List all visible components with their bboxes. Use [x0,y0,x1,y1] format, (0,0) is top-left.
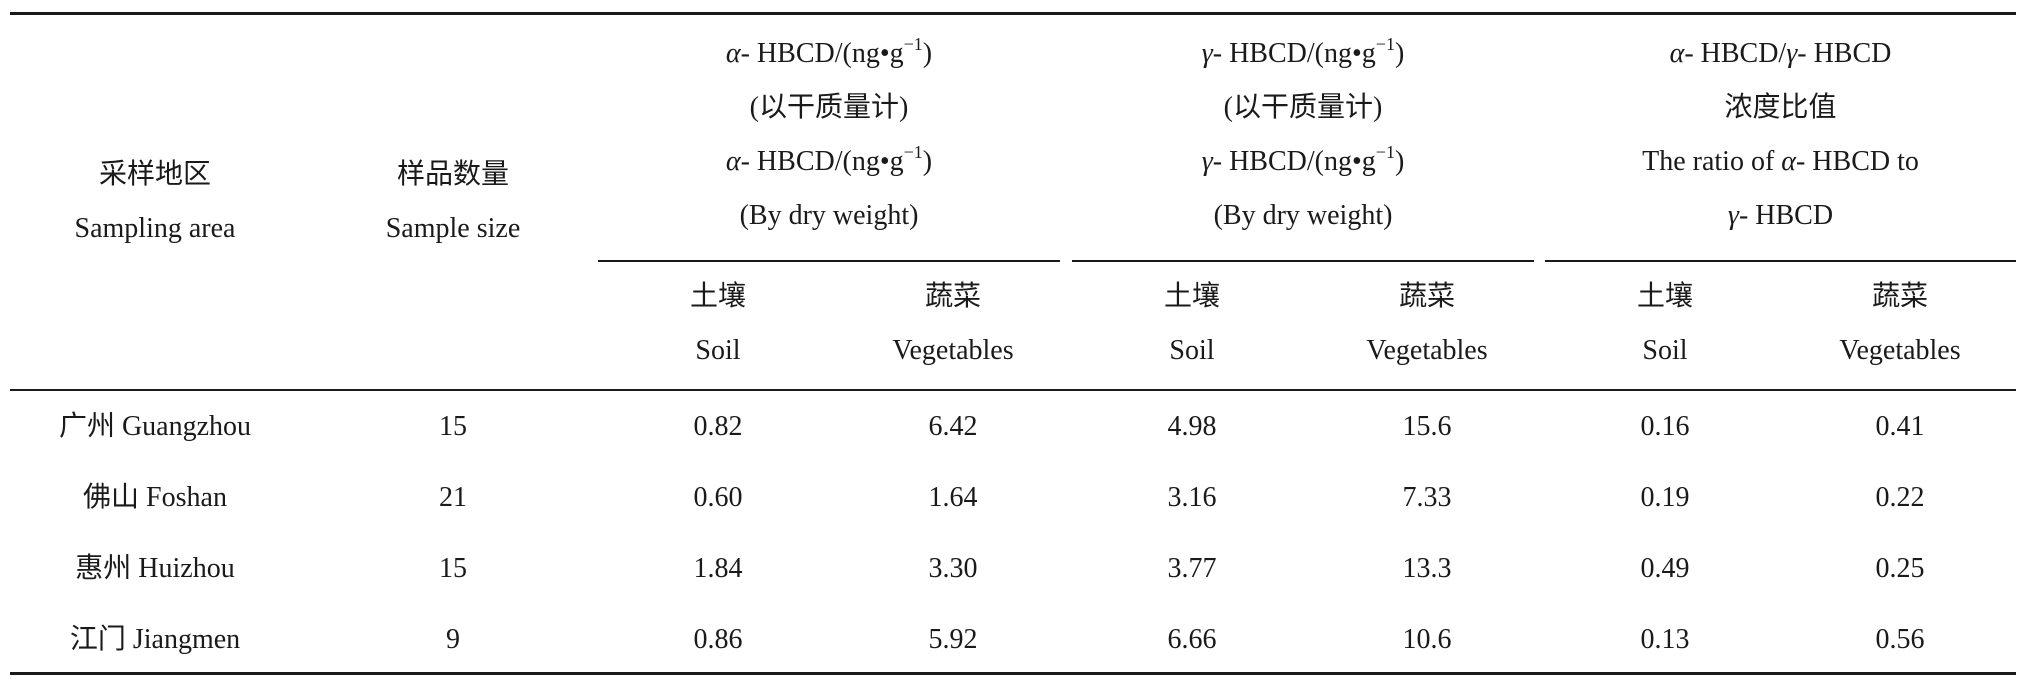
bottom-rule [10,672,2016,675]
cell-size: 15 [439,553,467,584]
header-gamma-line2: (以干质量计) [1223,92,1383,123]
header-alpha-line1: α- HBCD/(ng•g−1) [725,34,933,69]
subheader-alpha-soil: 土壤 Soil [598,270,838,378]
header-alpha-line3: α- HBCD/(ng•g−1) [725,142,933,177]
header-alpha-hbcd: α- HBCD/(ng•g−1) (以干质量计) α- HBCD/(ng•g−1… [598,27,1060,243]
cell-ratio-soil: 0.16 [1640,411,1690,442]
subheader-veg-en: Vegetables [1839,335,1961,366]
header-gamma-line1: γ- HBCD/(ng•g−1) [1201,34,1405,69]
cell-alpha-veg: 1.64 [928,482,978,513]
cell-gamma-veg: 15.6 [1402,411,1452,442]
subheader-veg-cn: 蔬菜 [1398,281,1455,312]
cell-alpha-soil: 0.82 [693,411,743,442]
header-area-cn: 采样地区 [98,159,211,190]
cell-gamma-veg: 13.3 [1402,553,1452,584]
subheader-soil-cn: 土壤 [1163,281,1220,312]
subheader-veg-cn: 蔬菜 [924,281,981,312]
header-ratio-line2: 浓度比值 [1724,92,1837,123]
cell-gamma-soil: 3.16 [1167,482,1217,513]
header-size-en: Sample size [385,213,521,244]
subheader-alpha-veg: 蔬菜 Vegetables [838,270,1068,378]
cell-gamma-soil: 3.77 [1167,553,1217,584]
header-sampling-area: 采样地区 Sampling area [10,148,300,256]
cell-gamma-veg: 10.6 [1402,624,1452,655]
subheader-soil-en: Soil [695,335,741,366]
cell-size: 21 [439,482,467,513]
cell-alpha-soil: 1.84 [693,553,743,584]
cell-ratio-veg: 0.41 [1875,411,1925,442]
sub-rule-ratio [1545,260,2016,262]
cell-ratio-soil: 0.49 [1640,553,1690,584]
subheader-soil-en: Soil [1169,335,1215,366]
cell-gamma-soil: 4.98 [1167,411,1217,442]
cell-alpha-veg: 6.42 [928,411,978,442]
header-sample-size: 样品数量 Sample size [320,148,586,256]
header-alpha-line2: (以干质量计) [749,92,909,123]
cell-alpha-veg: 3.30 [928,553,978,584]
cell-ratio-veg: 0.22 [1875,482,1925,513]
top-rule [10,12,2016,15]
header-gamma-hbcd: γ- HBCD/(ng•g−1) (以干质量计) γ- HBCD/(ng•g−1… [1072,27,1534,243]
subheader-soil-cn: 土壤 [689,281,746,312]
subheader-ratio-soil: 土壤 Soil [1545,270,1785,378]
cell-area: 广州 Guangzhou [58,411,252,442]
cell-ratio-veg: 0.25 [1875,553,1925,584]
cell-ratio-soil: 0.19 [1640,482,1690,513]
header-ratio-line4: γ- HBCD [1727,200,1834,231]
header-area-en: Sampling area [74,213,236,244]
cell-area: 佛山 Foshan [83,482,227,513]
sub-rule-gamma [1072,260,1534,262]
sub-rule-alpha [598,260,1060,262]
cell-alpha-soil: 0.60 [693,482,743,513]
header-size-cn: 样品数量 [396,159,509,190]
subheader-soil-cn: 土壤 [1636,281,1693,312]
subheader-gamma-veg: 蔬菜 Vegetables [1312,270,1542,378]
cell-gamma-veg: 7.33 [1402,482,1452,513]
cell-gamma-soil: 6.66 [1167,624,1217,655]
subheader-ratio-veg: 蔬菜 Vegetables [1785,270,2015,378]
header-ratio-line3: The ratio of α- HBCD to [1642,146,1919,177]
cell-alpha-soil: 0.86 [693,624,743,655]
header-ratio: α- HBCD/γ- HBCD 浓度比值 The ratio of α- HBC… [1545,27,2016,243]
cell-size: 9 [446,624,460,655]
cell-ratio-soil: 0.13 [1640,624,1690,655]
subheader-veg-en: Vegetables [1366,335,1488,366]
subheader-gamma-soil: 土壤 Soil [1072,270,1312,378]
cell-area: 江门 Jiangmen [69,624,241,655]
cell-size: 15 [439,411,467,442]
cell-ratio-veg: 0.56 [1875,624,1925,655]
header-bottom-rule [10,389,2016,391]
cell-area: 惠州 Huizhou [75,553,235,584]
header-alpha-line4: (By dry weight) [739,200,919,231]
subheader-veg-cn: 蔬菜 [1871,281,1928,312]
header-gamma-line3: γ- HBCD/(ng•g−1) [1201,142,1405,177]
header-gamma-line4: (By dry weight) [1213,200,1393,231]
header-ratio-line1: α- HBCD/γ- HBCD [1669,38,1892,69]
subheader-soil-en: Soil [1642,335,1688,366]
cell-alpha-veg: 5.92 [928,624,978,655]
subheader-veg-en: Vegetables [892,335,1014,366]
